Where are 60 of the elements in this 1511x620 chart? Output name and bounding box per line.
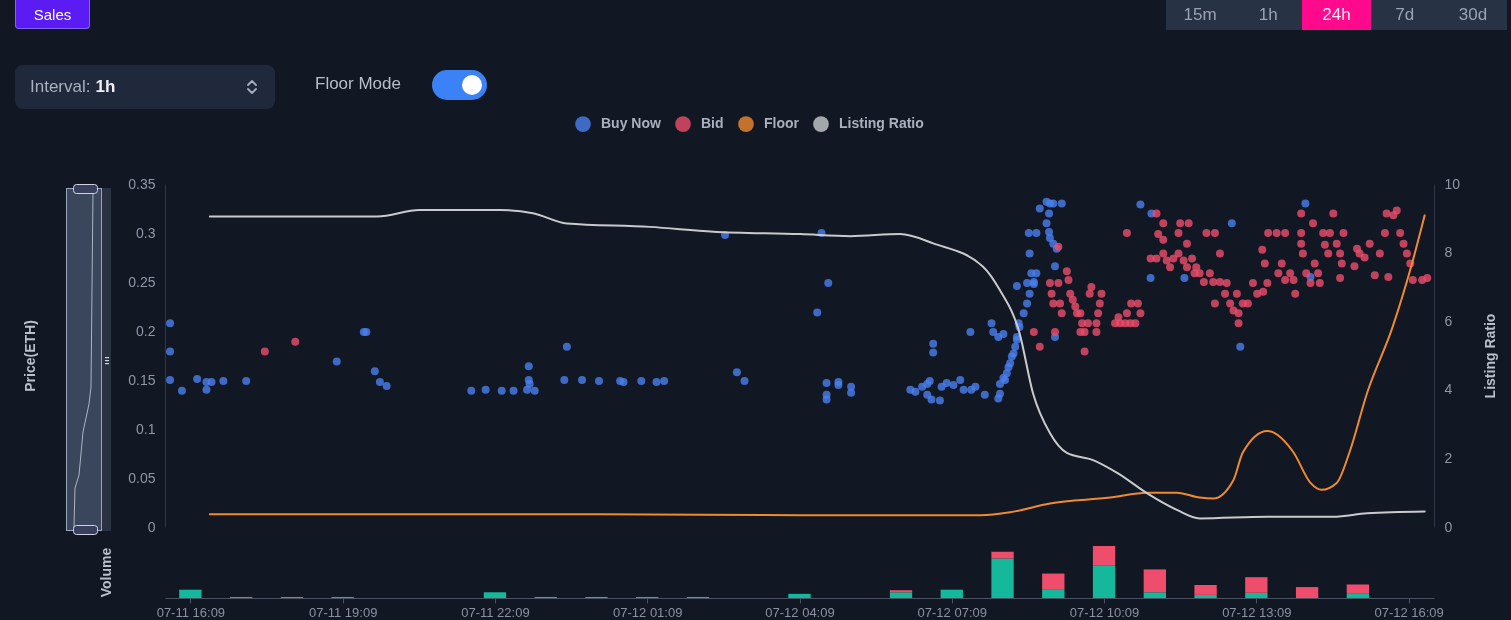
- bar: [1194, 585, 1217, 595]
- bar: [1092, 565, 1116, 598]
- tab-button[interactable]: 1h: [1234, 0, 1303, 30]
- bar: [1143, 569, 1166, 593]
- legend-label: Bid: [701, 115, 724, 132]
- y-axis-title: Volume: [97, 547, 114, 598]
- x-tick-label: 07-12 01:09: [613, 604, 683, 620]
- bar: [1346, 593, 1370, 598]
- bar: [1143, 592, 1166, 598]
- tab-button[interactable]: 24h: [1302, 0, 1371, 30]
- bar: [1092, 546, 1116, 566]
- tab-button[interactable]: 30d: [1438, 0, 1507, 30]
- x-tick-label: 07-12 10:09: [1069, 604, 1140, 620]
- y-tick-label: 0: [147, 518, 156, 535]
- x-tick-label: 07-12 13:09: [1222, 604, 1292, 620]
- y-tick-label: 0.3: [136, 224, 156, 241]
- y2-axis-title: Listing Ratio: [1481, 313, 1498, 399]
- bar: [991, 551, 1014, 559]
- y-tick-label: 0.1: [136, 420, 156, 437]
- tab-button[interactable]: 7d: [1370, 0, 1439, 30]
- bar: [1042, 589, 1065, 598]
- bar: [991, 558, 1014, 598]
- x-tick-label: 07-11 22:09: [461, 604, 530, 620]
- bar: [1194, 594, 1217, 598]
- text: Floor Mode: [315, 73, 401, 95]
- bar: [1042, 573, 1065, 590]
- y-axis-title: Price(ETH): [21, 320, 38, 392]
- y-tick-label: 0.05: [128, 469, 156, 486]
- y-tick-label: 0.25: [128, 273, 156, 290]
- legend-label: Listing Ratio: [839, 115, 924, 132]
- x-tick-label: 07-12 04:09: [765, 604, 835, 620]
- bar: [1245, 592, 1268, 598]
- y2-tick-label: 6: [1444, 312, 1453, 329]
- x-tick-label: 07-12 16:09: [1374, 604, 1444, 620]
- bar: [483, 592, 507, 598]
- bar: [179, 589, 202, 598]
- bar: [889, 590, 913, 593]
- legend-label: Buy Now: [601, 115, 661, 132]
- bar: [1346, 584, 1370, 594]
- bar: [1295, 587, 1319, 598]
- y2-tick-label: 4: [1444, 381, 1453, 398]
- interval-dropdown[interactable]: Interval: 1h: [15, 65, 275, 109]
- tab-button[interactable]: 15m: [1166, 0, 1235, 30]
- toggle-switch[interactable]: [432, 70, 487, 100]
- legend-label: Floor: [764, 115, 800, 132]
- y2-tick-label: 0: [1444, 518, 1453, 535]
- bar: [788, 593, 811, 598]
- y-tick-label: 0.15: [128, 371, 156, 388]
- x-tick-label: 07-12 07:09: [917, 604, 987, 620]
- x-tick-label: 07-11 19:09: [308, 604, 378, 620]
- x-tick-label: 07-11 16:09: [156, 604, 226, 620]
- bar: [889, 592, 913, 598]
- bar: [940, 589, 963, 598]
- y2-tick-label: 10: [1444, 175, 1461, 192]
- y-tick-label: 0.35: [128, 175, 156, 192]
- y-tick-label: 0.2: [136, 322, 156, 339]
- y2-tick-label: 2: [1444, 449, 1453, 466]
- sales-button[interactable]: Sales: [15, 0, 90, 29]
- bar: [1245, 577, 1268, 593]
- y2-tick-label: 8: [1444, 244, 1453, 261]
